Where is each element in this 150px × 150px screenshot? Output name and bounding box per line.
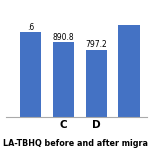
Text: 797.2: 797.2 xyxy=(85,40,107,49)
Text: LA-TBHQ before and after migra: LA-TBHQ before and after migra xyxy=(3,140,148,148)
Text: .6: .6 xyxy=(27,23,34,32)
Bar xyxy=(118,25,140,117)
Bar xyxy=(85,50,107,117)
Bar xyxy=(20,32,41,117)
Bar xyxy=(53,42,74,117)
Text: 890.8: 890.8 xyxy=(52,33,74,42)
